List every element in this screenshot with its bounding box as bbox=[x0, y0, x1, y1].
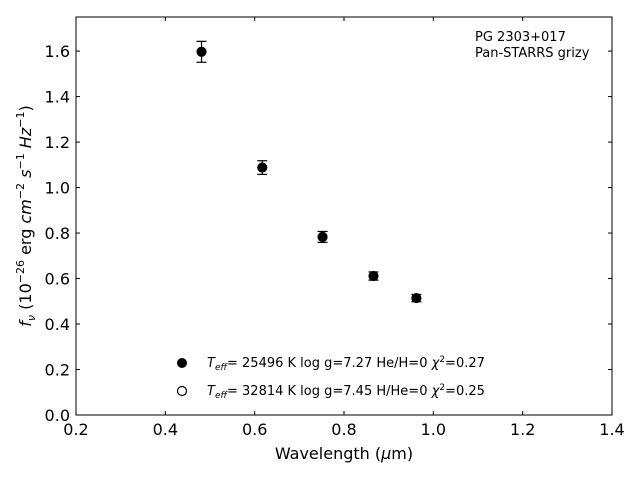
legend: Teff= 25496 K log g=7.27 He/H=0 χ2=0.27 … bbox=[176, 355, 485, 401]
object-name-label: PG 2303+017 bbox=[475, 30, 566, 45]
x-tick-label: 0.2 bbox=[63, 420, 88, 439]
x-tick-label: 1.0 bbox=[421, 420, 446, 439]
data-point bbox=[196, 46, 207, 57]
legend-label-open: Teff= 32814 K log g=7.45 H/He=0 χ2=0.25 bbox=[207, 383, 485, 401]
y-tick-label: 0.4 bbox=[45, 315, 70, 334]
series-open bbox=[196, 46, 422, 304]
y-tick-label: 0.2 bbox=[45, 361, 70, 380]
x-tick-label: 1.4 bbox=[599, 420, 624, 439]
x-tick-label: 0.4 bbox=[153, 420, 178, 439]
data-point bbox=[411, 293, 422, 304]
x-axis-title: Wavelength (μm) bbox=[275, 444, 413, 463]
y-axis-title: fν (10−26 erg cm−2 s−1 Hz−1) bbox=[14, 105, 38, 326]
legend-entry-open: Teff= 32814 K log g=7.45 H/He=0 χ2=0.25 bbox=[176, 383, 485, 401]
plot-area bbox=[196, 40, 422, 304]
legend-entry-filled: Teff= 25496 K log g=7.27 He/H=0 χ2=0.27 bbox=[177, 355, 485, 373]
y-tick-label: 0.6 bbox=[45, 270, 70, 289]
data-point bbox=[317, 231, 328, 242]
x-tick-label: 1.2 bbox=[510, 420, 535, 439]
y-axis: 0.0 0.2 0.4 0.6 0.8 1.0 1.2 1.4 1.6 bbox=[45, 42, 612, 425]
legend-marker-open bbox=[176, 385, 188, 397]
survey-label: Pan-STARRS grizy bbox=[475, 46, 590, 61]
series-filled bbox=[196, 40, 422, 304]
y-tick-label: 1.4 bbox=[45, 88, 70, 107]
plot-frame bbox=[75, 16, 613, 416]
x-axis: 0.2 0.4 0.6 0.8 1.0 1.2 1.4 bbox=[63, 17, 625, 439]
y-tick-label: 1.6 bbox=[45, 42, 70, 61]
legend-label-filled: Teff= 25496 K log g=7.27 He/H=0 χ2=0.27 bbox=[207, 355, 485, 373]
y-tick-label: 1.2 bbox=[45, 133, 70, 152]
y-tick-label: 1.0 bbox=[45, 179, 70, 198]
x-tick-label: 0.6 bbox=[242, 420, 267, 439]
x-tick-label: 0.8 bbox=[331, 420, 356, 439]
data-point bbox=[368, 271, 379, 282]
legend-marker-filled bbox=[177, 358, 187, 368]
data-point bbox=[257, 162, 268, 173]
y-tick-label: 0.8 bbox=[45, 224, 70, 243]
y-tick-label: 0.0 bbox=[45, 406, 70, 425]
